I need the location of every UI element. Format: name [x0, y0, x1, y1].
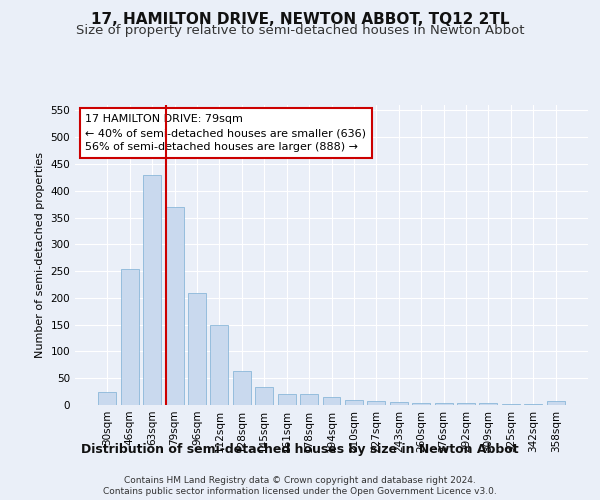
Text: 17 HAMILTON DRIVE: 79sqm
← 40% of semi-detached houses are smaller (636)
56% of : 17 HAMILTON DRIVE: 79sqm ← 40% of semi-d… — [85, 114, 366, 152]
Bar — [166, 207, 184, 405]
Text: Contains HM Land Registry data © Crown copyright and database right 2024.: Contains HM Land Registry data © Crown c… — [124, 476, 476, 485]
Bar — [547, 401, 565, 405]
Bar — [278, 394, 296, 405]
Bar — [98, 392, 116, 405]
Bar — [255, 388, 273, 405]
Bar — [345, 400, 363, 405]
Bar — [502, 404, 520, 405]
Bar — [524, 404, 542, 405]
Bar — [188, 292, 206, 405]
Bar — [412, 403, 430, 405]
Bar — [143, 174, 161, 405]
Bar — [457, 404, 475, 405]
Bar — [323, 397, 340, 405]
Bar — [211, 324, 229, 405]
Bar — [233, 371, 251, 405]
Bar — [390, 402, 408, 405]
Text: 17, HAMILTON DRIVE, NEWTON ABBOT, TQ12 2TL: 17, HAMILTON DRIVE, NEWTON ABBOT, TQ12 2… — [91, 12, 509, 28]
Bar — [479, 403, 497, 405]
Text: Size of property relative to semi-detached houses in Newton Abbot: Size of property relative to semi-detach… — [76, 24, 524, 37]
Bar — [367, 400, 385, 405]
Bar — [121, 270, 139, 405]
Y-axis label: Number of semi-detached properties: Number of semi-detached properties — [35, 152, 45, 358]
Text: Contains public sector information licensed under the Open Government Licence v3: Contains public sector information licen… — [103, 488, 497, 496]
Text: Distribution of semi-detached houses by size in Newton Abbot: Distribution of semi-detached houses by … — [81, 442, 519, 456]
Bar — [300, 394, 318, 405]
Bar — [434, 403, 452, 405]
